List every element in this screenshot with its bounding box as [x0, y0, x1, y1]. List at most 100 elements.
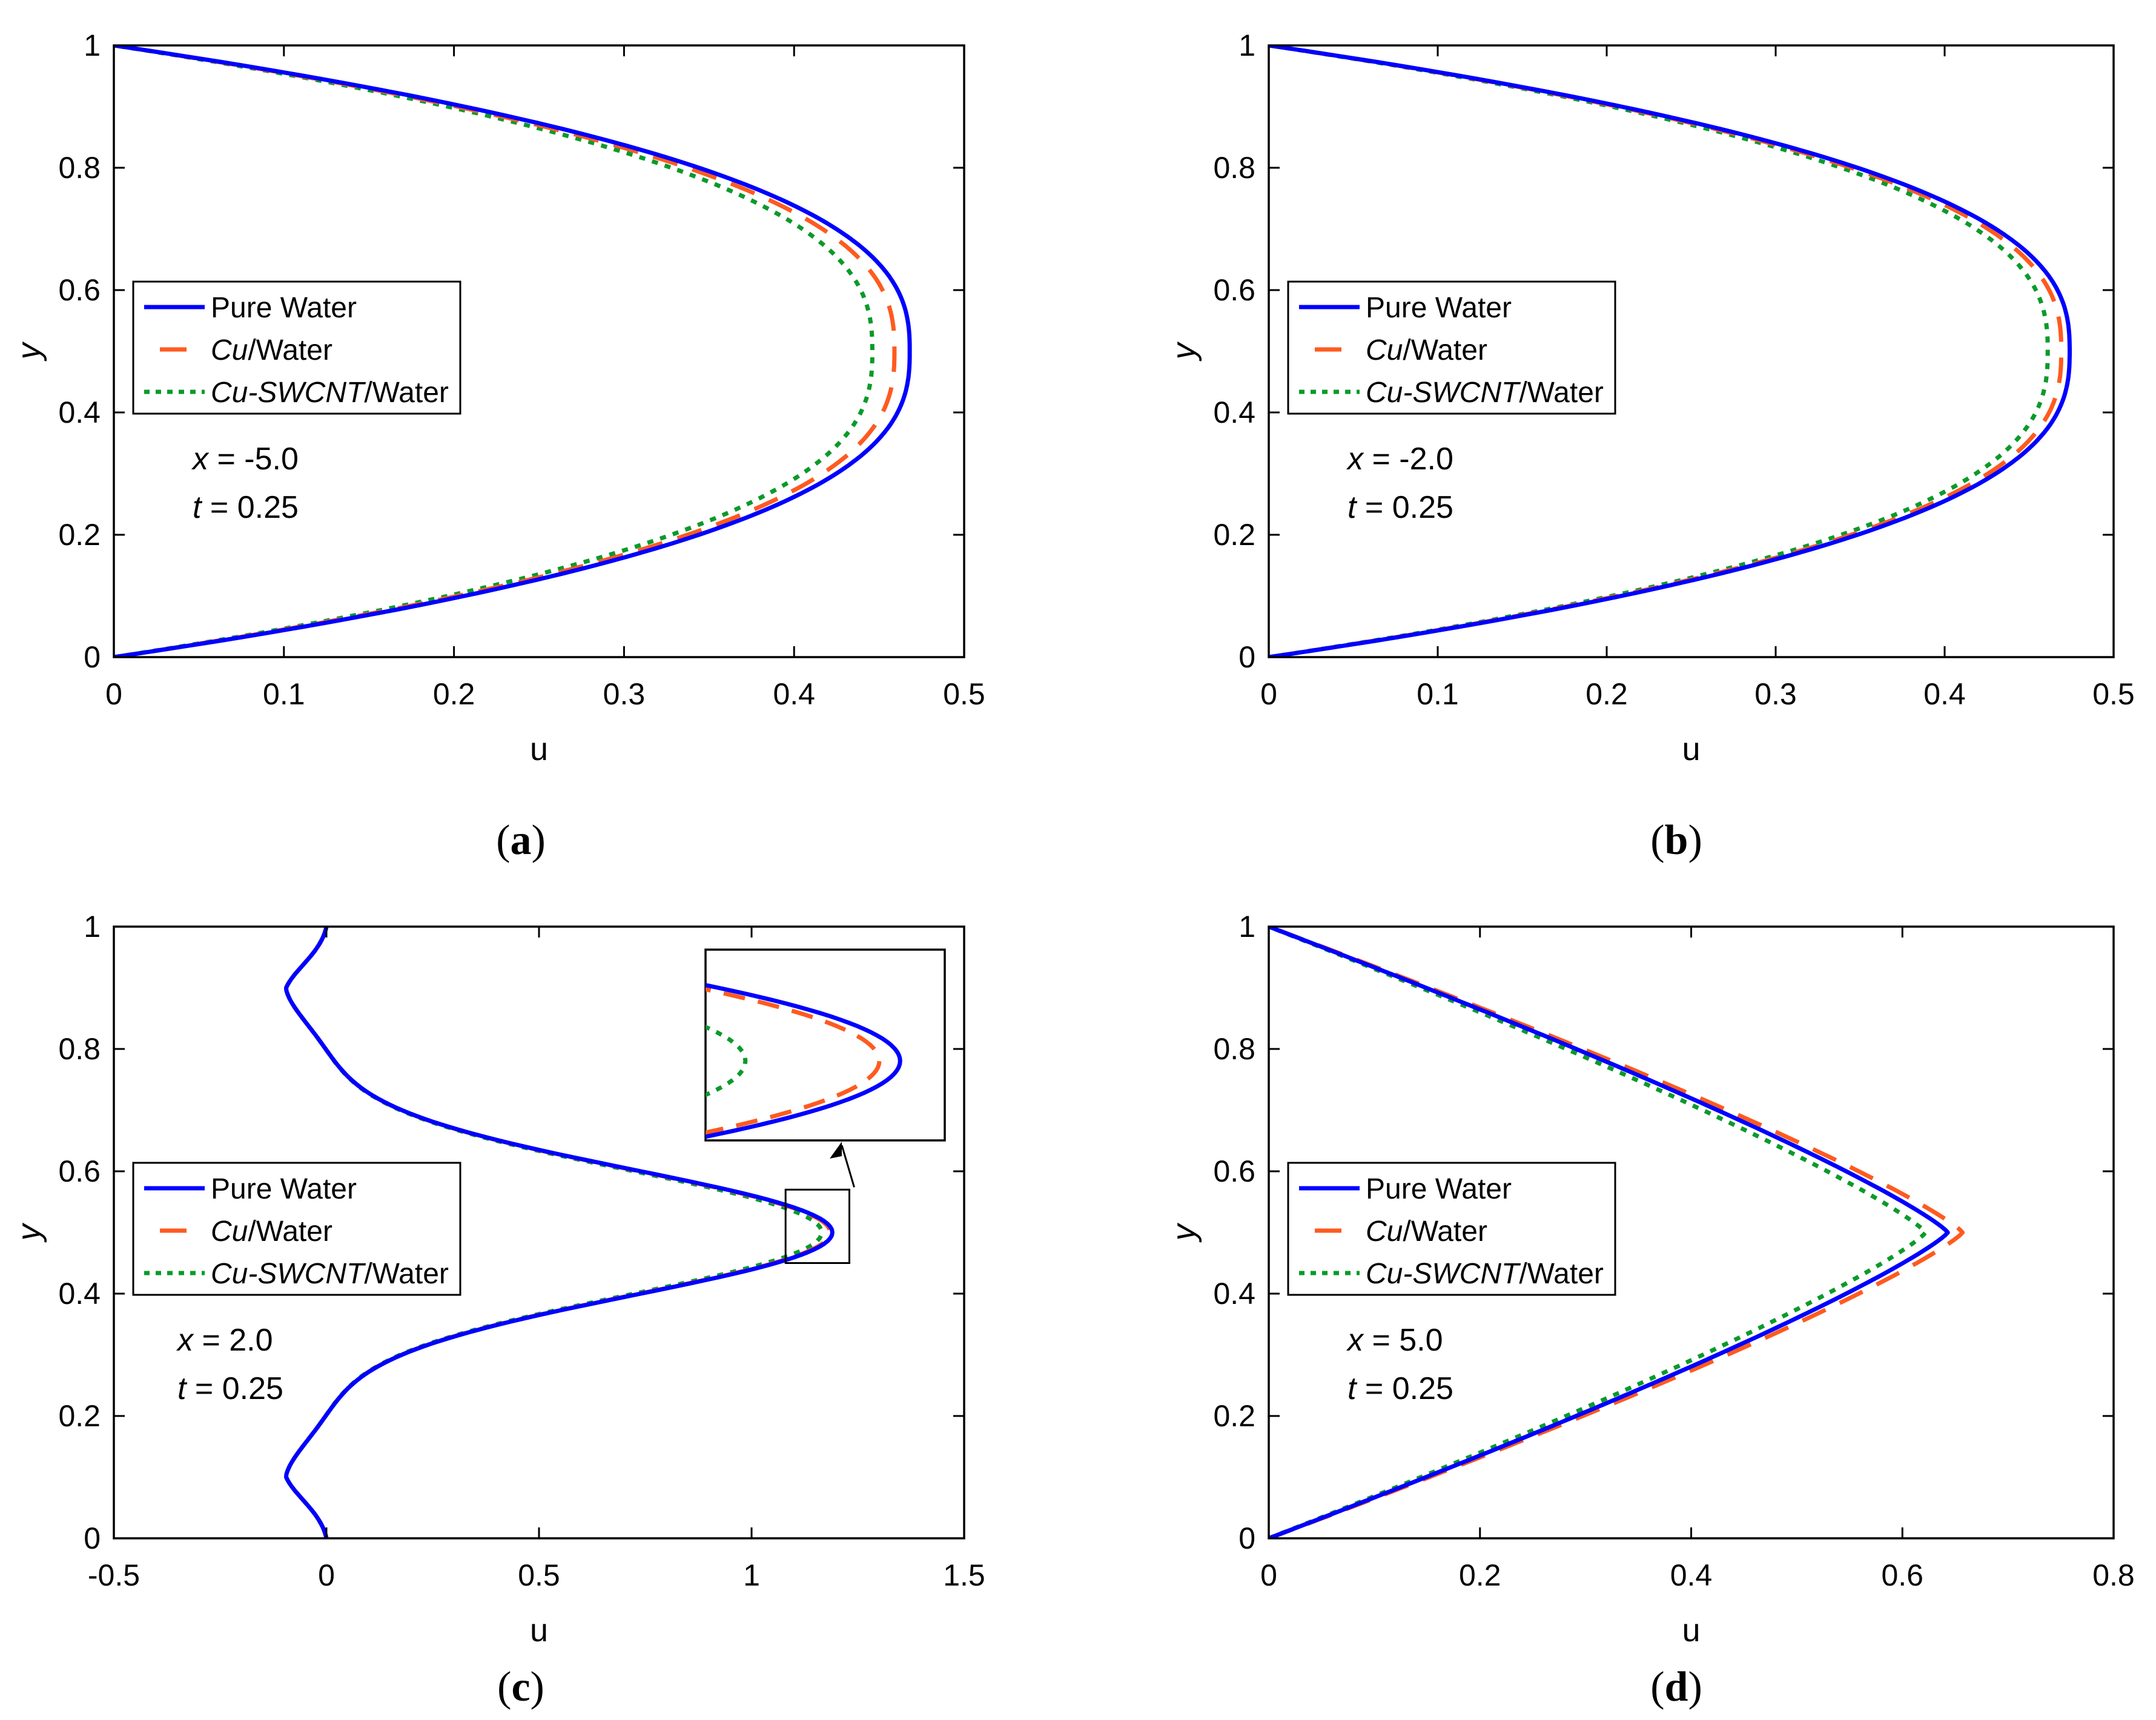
legend-label-cu-swcnt-water: Cu-SWCNT/Water [211, 377, 449, 409]
x-tick-label: 0.4 [1923, 677, 1966, 711]
annotation-x-var: x [1346, 442, 1364, 477]
legend-label-cu-swcnt-water: Cu-SWCNT/Water [211, 1258, 449, 1290]
legend-label-text: Pure Water [1366, 1173, 1512, 1205]
annotation-x: x = 2.0 [176, 1323, 273, 1358]
x-tick-label: 0.3 [1754, 677, 1797, 711]
annotation-x-var: x [176, 1323, 194, 1358]
y-tick-label: 0 [84, 1521, 101, 1555]
x-tick-label: 0 [1260, 677, 1277, 711]
legend-label-cu-water: Cu/Water [1366, 334, 1487, 366]
legend-label-text: /Water [1519, 1258, 1604, 1290]
y-tick-label: 0 [1238, 1521, 1255, 1555]
x-tick-label: 0.4 [773, 677, 815, 711]
annotation-x: x = 5.0 [1346, 1323, 1443, 1358]
legend-box [1287, 1162, 1616, 1296]
zoom-inset [704, 948, 946, 1265]
x-tick-label: 1.5 [943, 1558, 985, 1592]
inset-line-pure-water [706, 983, 902, 1139]
x-tick-label: 0.2 [433, 677, 475, 711]
x-tick-label: 0.1 [263, 677, 305, 711]
legend-label-italic: Cu [211, 1216, 248, 1248]
panel-caption: (b) [1650, 817, 1702, 864]
annotation-x-val: = 5.0 [1363, 1323, 1443, 1358]
legend-label-text: /Water [1403, 334, 1487, 366]
chart-panel-d: 0 0.2 0.4 0.6 0.8 0 0.2 0.4 0.6 0.8 1 u y Pure Water C… [1166, 910, 2135, 1710]
series-line-cu-water [114, 45, 897, 657]
series-line-pure-water [284, 927, 835, 1538]
y-tick-label: 0.4 [58, 395, 101, 429]
legend-label-text: /Water [1403, 1216, 1487, 1248]
zoom-arrow-head [830, 1142, 842, 1159]
panel-caption: (c) [497, 1664, 544, 1710]
annotation-x-val: = -5.0 [208, 442, 299, 477]
series-line-cu-swcnt-water [1269, 927, 1928, 1538]
x-tick-label: 0.5 [943, 677, 985, 711]
x-tick-label: 0.2 [1586, 677, 1628, 711]
legend-label-italic: Cu-SWCNT [1366, 1258, 1521, 1290]
y-tick-label: 0 [1238, 640, 1255, 674]
annotation: x = 5.0 t = 0.25 [1346, 1323, 1453, 1406]
legend-label-cu-water: Cu/Water [1366, 1216, 1487, 1248]
zoom-region-box [784, 1188, 850, 1265]
x-axis-label: u [530, 731, 548, 767]
annotation-t: t = 0.25 [177, 1371, 283, 1406]
y-tick-label: 0.6 [1213, 273, 1255, 307]
legend-label-text: /Water [364, 1258, 449, 1290]
y-tick-label: 1 [84, 28, 101, 62]
inset-line-cu-swcnt-water [706, 1024, 748, 1097]
annotation-x-val: = 2.0 [193, 1323, 273, 1358]
y-tick-label: 0.6 [58, 273, 101, 307]
series-group [1269, 927, 1965, 1538]
legend-label-italic: Cu-SWCNT [1366, 377, 1521, 409]
y-tick-label: 0.4 [1213, 1277, 1255, 1311]
panel-caption-letter: a [511, 817, 532, 864]
zoom-inset-frame [704, 948, 946, 1142]
annotation-t: t = 0.25 [1348, 1371, 1453, 1406]
x-tick-label: 0.2 [1459, 1558, 1501, 1592]
y-tick-label: 0.6 [1213, 1154, 1255, 1188]
x-axis-label: u [530, 1612, 548, 1649]
annotation-x: x = -5.0 [191, 442, 299, 477]
legend-label-text: /Water [248, 1216, 332, 1248]
annotation-t-val: = 0.25 [201, 490, 298, 525]
y-tick-label: 0 [84, 640, 101, 674]
series-line-pure-water [1269, 927, 1950, 1538]
panel-caption-letter: c [511, 1664, 530, 1710]
x-tick-label: 0 [105, 677, 122, 711]
x-tick-label: 0.4 [1670, 1558, 1713, 1592]
y-tick-label: 0.2 [58, 518, 101, 552]
annotation: x = -2.0t = 0.25 [1346, 442, 1453, 525]
x-tick-label: 0.6 [1881, 1558, 1923, 1592]
legend-label-italic: Cu [211, 334, 248, 366]
x-tick-label: -0.5 [88, 1558, 140, 1592]
x-tick-label: 0.5 [518, 1558, 560, 1592]
axes-frame [1268, 44, 2115, 658]
annotation-x-val: = -2.0 [1363, 442, 1453, 477]
y-tick-label: 0.4 [58, 1277, 101, 1311]
panel-caption: (d) [1650, 1664, 1702, 1710]
x-tick-label: 0.8 [2092, 1558, 2135, 1592]
x-tick-label: 0.3 [603, 677, 646, 711]
legend-label-italic: Cu [1366, 1216, 1403, 1248]
series-group [114, 45, 912, 657]
annotation-x-var: x [1346, 1323, 1364, 1358]
annotation-t-var: t [1348, 490, 1358, 525]
y-axis-label: y [1166, 1223, 1202, 1243]
inset-line-cu-water [706, 987, 882, 1135]
legend-box [132, 280, 461, 415]
legend-label-text: Pure Water [211, 1173, 357, 1205]
panel-caption-letter: b [1665, 817, 1688, 864]
x-axis-label: u [1682, 1612, 1700, 1649]
series-line-pure-water [1269, 45, 2072, 657]
y-tick-label: 1 [1238, 28, 1255, 62]
y-tick-label: 0.8 [1213, 151, 1255, 185]
y-tick-label: 0.8 [58, 1032, 101, 1066]
annotation: x = -5.0t = 0.25 [191, 442, 299, 525]
legend-label-italic: Cu-SWCNT [211, 1258, 366, 1290]
annotation-x: x = -2.0 [1346, 442, 1453, 477]
